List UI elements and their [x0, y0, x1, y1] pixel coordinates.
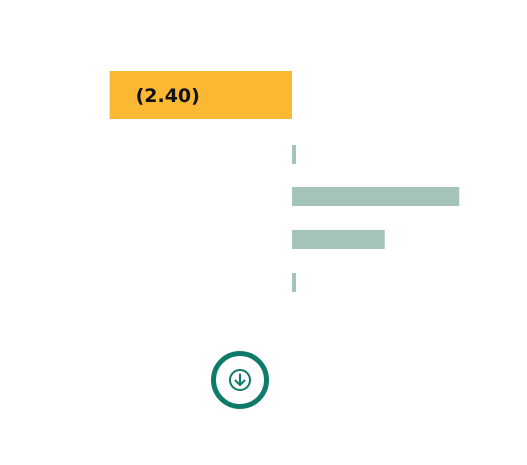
bar-2	[292, 145, 296, 164]
bar-5	[292, 273, 296, 292]
data-label-1: (2.40)	[136, 85, 200, 107]
waterfall-bar-chart: (2.40)	[109, 71, 460, 292]
bar-3	[292, 187, 460, 206]
scroll-down-button[interactable]	[211, 351, 269, 409]
bars-group	[109, 71, 460, 292]
data-labels-group: (2.40)	[136, 85, 200, 107]
bar-1	[109, 71, 292, 119]
arrow-down-icon	[229, 369, 251, 391]
bar-4	[292, 230, 385, 249]
